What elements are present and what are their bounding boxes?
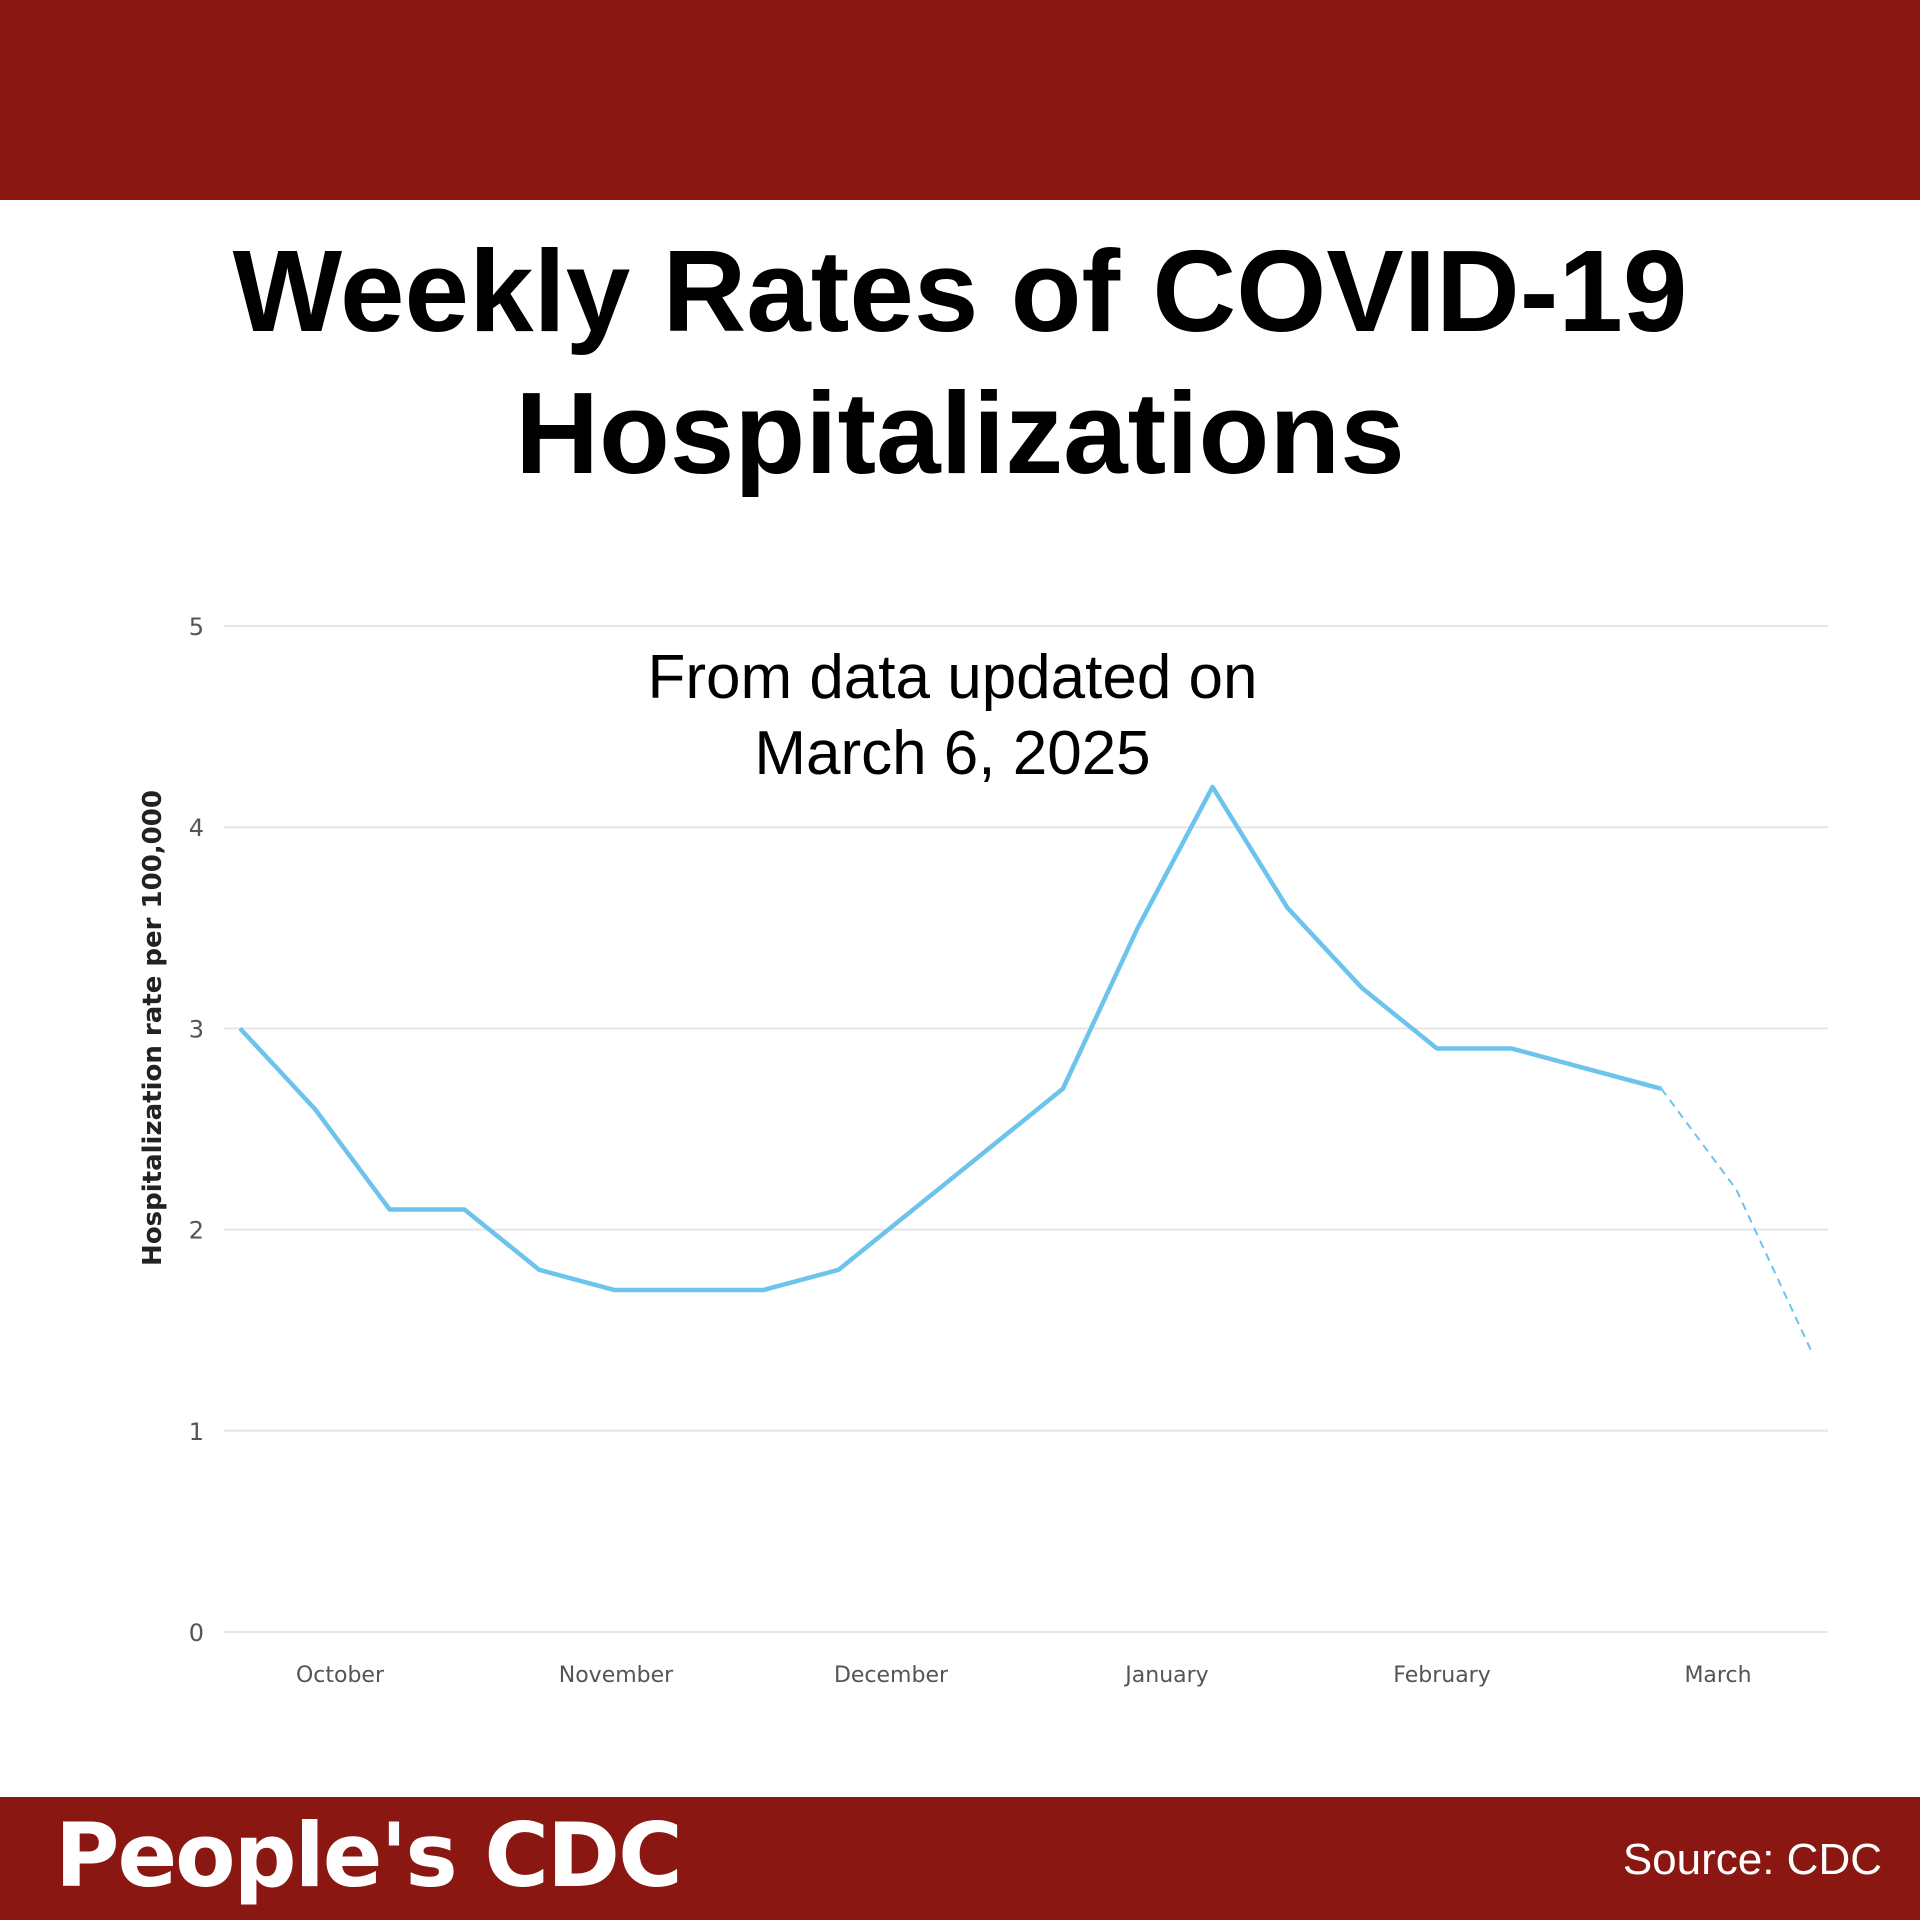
y-tick-label: 5 [189, 613, 204, 641]
x-tick-label: February [1393, 1663, 1491, 1688]
x-tick-label: November [559, 1663, 674, 1688]
x-tick-label: October [296, 1663, 385, 1688]
x-tick-label: December [834, 1663, 949, 1688]
x-tick-label: March [1684, 1663, 1751, 1688]
title-line-2: Hospitalizations [515, 368, 1405, 498]
annotation-line-1: From data updated on [647, 643, 1258, 712]
y-tick-label: 0 [189, 1619, 204, 1647]
y-tick-label: 2 [189, 1217, 204, 1245]
header-bar [0, 0, 1920, 200]
line-series-observed [238, 784, 1662, 1293]
y-axis-label: Hospitalization rate per 100,000 [138, 790, 168, 1266]
x-tick-label: January [1123, 1663, 1208, 1688]
annotation-line-2: March 6, 2025 [754, 719, 1151, 788]
chart-title: Weekly Rates of COVID-19 Hospitalization… [0, 220, 1920, 504]
footer-bar [0, 1797, 1920, 1920]
brand-logo: People's CDC [55, 1804, 683, 1907]
title-line-1: Weekly Rates of COVID-19 [232, 226, 1688, 356]
y-tick-label: 3 [189, 1015, 204, 1043]
y-tick-label: 4 [189, 814, 204, 842]
chart-annotation: From data updated on March 6, 2025 [0, 640, 1905, 792]
source-text: Source: CDC [1622, 1835, 1882, 1884]
y-tick-label: 1 [189, 1418, 204, 1446]
line-series-projected [1660, 1088, 1812, 1351]
